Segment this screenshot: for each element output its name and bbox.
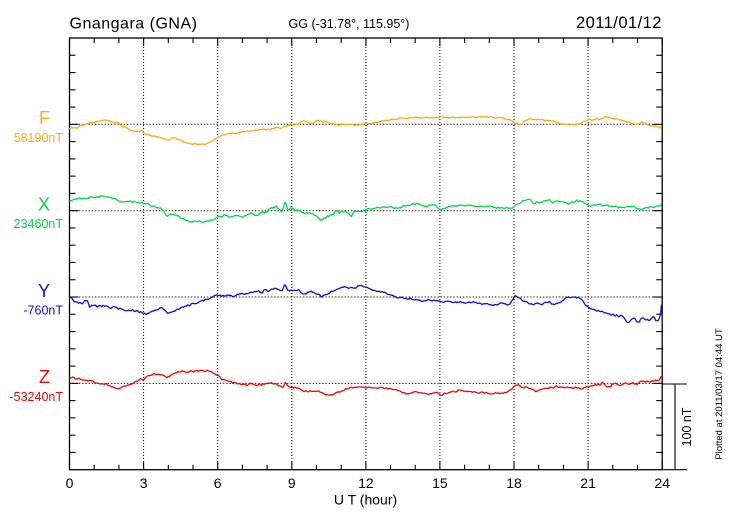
svg-text:24: 24 xyxy=(654,475,670,491)
svg-text:21: 21 xyxy=(580,475,596,491)
svg-text:18: 18 xyxy=(506,475,522,491)
svg-text:U T (hour): U T (hour) xyxy=(334,492,397,508)
svg-text:Plotted at 2011/03/17 04:44 UT: Plotted at 2011/03/17 04:44 UT xyxy=(714,328,725,460)
svg-text:GG (-31.78°, 115.95°): GG (-31.78°, 115.95°) xyxy=(289,17,410,31)
svg-text:Z: Z xyxy=(39,367,50,387)
svg-text:3: 3 xyxy=(140,475,148,491)
svg-text:12: 12 xyxy=(358,475,374,491)
svg-text:F: F xyxy=(39,108,50,128)
svg-text:0: 0 xyxy=(66,475,74,491)
svg-text:X: X xyxy=(38,195,50,215)
svg-text:Y: Y xyxy=(38,281,50,301)
svg-text:100 nT: 100 nT xyxy=(680,407,694,446)
svg-text:9: 9 xyxy=(288,475,296,491)
svg-text:Gnangara (GNA): Gnangara (GNA) xyxy=(70,15,198,32)
svg-text:15: 15 xyxy=(432,475,448,491)
svg-text:23460nT: 23460nT xyxy=(14,217,64,231)
svg-text:6: 6 xyxy=(214,475,222,491)
svg-text:-760nT: -760nT xyxy=(23,304,63,318)
svg-text:58190nT: 58190nT xyxy=(14,131,64,145)
svg-text:2011/01/12: 2011/01/12 xyxy=(576,14,662,32)
svg-text:-53240nT: -53240nT xyxy=(9,390,63,404)
